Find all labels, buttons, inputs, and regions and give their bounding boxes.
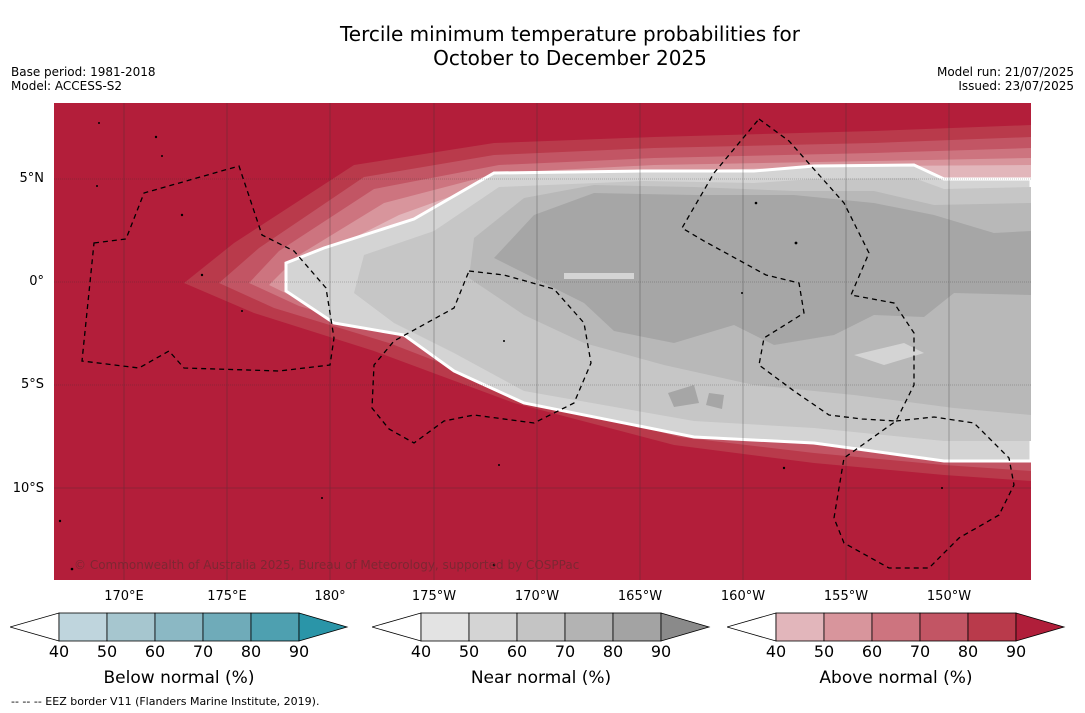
cbar-above-seg-5 — [967, 612, 1017, 642]
base-period: Base period: 1981-2018 — [11, 65, 156, 79]
cbar-near-tick: 60 — [506, 642, 528, 661]
near-normal-patch-2 — [854, 343, 924, 365]
cbar-above-upper-extend — [1015, 612, 1066, 642]
cbar-above-tick: 90 — [1005, 642, 1027, 661]
cbar-near-tick: 80 — [602, 642, 624, 661]
cbar-above-seg-1 — [775, 612, 825, 642]
cbar-near-tick: 50 — [458, 642, 480, 661]
near-normal-patch-4 — [706, 393, 724, 409]
near-normal-patch-1 — [564, 273, 634, 279]
title-line-1: Tercile minimum temperature probabilitie… — [339, 22, 801, 46]
cbar-below-seg-4 — [202, 612, 252, 642]
cbar-near-seg-4 — [564, 612, 614, 642]
cbar-above-tick: 70 — [909, 642, 931, 661]
cbar-above-seg-2 — [823, 612, 873, 642]
cbar-below-lower-extend — [10, 612, 60, 642]
cbar-above-tick: 60 — [861, 642, 883, 661]
cbar-below-seg-2 — [106, 612, 156, 642]
cbar-above-seg-3 — [871, 612, 921, 642]
copyright-notice: © Commonwealth of Australia 2025, Bureau… — [74, 558, 580, 572]
meta-right: Model run: 21/07/2025 Issued: 23/07/2025 — [937, 65, 1074, 93]
cbar-below-tick: 60 — [144, 642, 166, 661]
cbar-above-tick: 40 — [765, 642, 787, 661]
cbar-near-label: Near normal (%) — [470, 668, 612, 688]
cbar-near-tick: 70 — [554, 642, 576, 661]
eez-borders — [81, 118, 1015, 569]
lon-label-165w: 165°W — [617, 589, 663, 604]
lon-label-160w: 160°W — [720, 589, 766, 604]
cbar-near-seg-3 — [516, 612, 566, 642]
cbar-below-upper-extend — [298, 612, 349, 642]
cbar-near-seg-5 — [612, 612, 662, 642]
cbar-below-tick: 50 — [96, 642, 118, 661]
lon-label-175w: 175°W — [411, 589, 457, 604]
cbar-near-upper-extend — [660, 612, 711, 642]
eez-footnote: -- -- -- EEZ border V11 (Flanders Marine… — [11, 695, 320, 708]
cbar-below-tick: 80 — [240, 642, 262, 661]
meta-left: Base period: 1981-2018 Model: ACCESS-S2 — [11, 65, 156, 93]
cbar-above-label: Above normal (%) — [819, 668, 973, 688]
cbar-below-seg-3 — [154, 612, 204, 642]
lat-label-0: 0° — [29, 274, 44, 289]
probability-map — [54, 103, 1031, 580]
lon-label-155w: 155°W — [823, 589, 869, 604]
title-line-2: October to December 2025 — [433, 46, 707, 70]
gridlines — [54, 103, 1031, 580]
cbar-near-tick: 40 — [410, 642, 432, 661]
cbar-near-lower-extend — [372, 612, 422, 642]
near-normal-patch-3 — [668, 385, 699, 407]
cbar-near-tick: 90 — [650, 642, 672, 661]
lon-label-170e: 170°E — [104, 589, 144, 604]
chart-title: Tercile minimum temperature probabilitie… — [0, 22, 1085, 70]
lat-label-5n: 5°N — [19, 171, 45, 186]
cbar-above-lower-extend — [727, 612, 777, 642]
model-name: Model: ACCESS-S2 — [11, 79, 123, 93]
cbar-below-label: Below normal (%) — [103, 668, 255, 688]
colorbar-below-normal — [10, 612, 349, 642]
cbar-near-seg-2 — [468, 612, 518, 642]
model-run: Model run: 21/07/2025 — [936, 65, 1074, 79]
lon-label-170w: 170°W — [514, 589, 560, 604]
cbar-above-tick: 80 — [957, 642, 979, 661]
cbar-below-seg-5 — [250, 612, 300, 642]
cbar-below-tick: 40 — [48, 642, 70, 661]
cbar-below-seg-1 — [58, 612, 108, 642]
cbar-above-seg-4 — [919, 612, 969, 642]
lat-label-5s: 5°S — [20, 377, 44, 392]
lon-label-150w: 150°W — [926, 589, 972, 604]
cbar-below-tick: 90 — [288, 642, 310, 661]
issued-date: Issued: 23/07/2025 — [958, 79, 1074, 93]
island-dots — [58, 122, 943, 571]
lon-label-180: 180° — [314, 589, 346, 604]
lat-label-10s: 10°S — [12, 481, 44, 496]
colorbar-above-normal — [727, 612, 1066, 642]
lon-label-175e: 175°E — [207, 589, 247, 604]
cbar-below-tick: 70 — [192, 642, 214, 661]
cbar-above-tick: 50 — [813, 642, 835, 661]
cbar-near-seg-1 — [420, 612, 470, 642]
colorbar-near-normal — [372, 612, 711, 642]
